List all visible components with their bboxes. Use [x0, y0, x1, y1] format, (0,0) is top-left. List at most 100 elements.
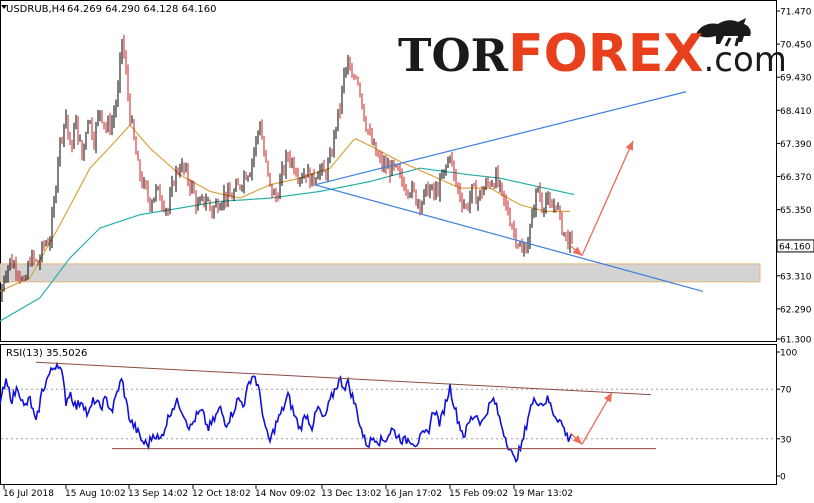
candle-body — [361, 93, 363, 105]
candle-body — [385, 161, 387, 169]
candle-body — [315, 178, 317, 182]
candle-body — [227, 188, 229, 202]
candle-body — [183, 163, 185, 171]
candle-body — [357, 77, 359, 85]
candle-body — [139, 160, 141, 177]
time-tick-label: 15 Feb 09:02 — [449, 489, 508, 499]
candle-body — [95, 124, 97, 147]
candle-body — [189, 182, 191, 190]
candle-body — [535, 191, 537, 212]
candle-body — [97, 114, 99, 125]
candle-body — [249, 174, 251, 177]
collapse-triangle-icon[interactable] — [1, 5, 7, 9]
candle-body — [433, 185, 435, 195]
candle-body — [21, 278, 23, 280]
candle-body — [217, 202, 219, 210]
candle-body — [253, 151, 255, 161]
candle-body — [275, 191, 277, 199]
candle-body — [155, 187, 157, 198]
candle-body — [353, 77, 355, 78]
candle-body — [89, 120, 91, 122]
candle-body — [379, 155, 381, 157]
candle-body — [483, 188, 485, 195]
candle-body — [129, 96, 131, 123]
candle-body — [7, 267, 9, 278]
candle-body — [415, 190, 417, 205]
candle-body — [363, 104, 365, 121]
candle-body — [399, 169, 401, 173]
price-tick-label: 65.350 — [780, 206, 812, 216]
candle-body — [509, 213, 511, 225]
candle-body — [365, 120, 367, 130]
candle-body — [565, 232, 567, 235]
candle-body — [185, 167, 187, 171]
candle-body — [11, 258, 13, 268]
candle-body — [271, 183, 273, 195]
price-tick-label: 70.450 — [780, 41, 812, 51]
candle-body — [193, 184, 195, 193]
candle-body — [375, 142, 377, 156]
candle-body — [321, 165, 323, 170]
candle-body — [105, 124, 107, 130]
candle-body — [517, 244, 519, 246]
candle-body — [501, 183, 503, 192]
candle-body — [465, 205, 467, 207]
candle-body — [15, 263, 17, 274]
candle-body — [453, 161, 455, 175]
candle-body — [439, 177, 441, 195]
candle-body — [355, 77, 357, 79]
candle-body — [81, 140, 83, 159]
candle-body — [557, 206, 559, 209]
candle-body — [45, 243, 47, 245]
time-tick-label: 14 Nov 09:02 — [255, 489, 316, 499]
candle-body — [311, 173, 313, 187]
candle-body — [93, 137, 95, 147]
rsi-panel-frame — [0, 344, 777, 485]
candle-body — [435, 187, 437, 195]
candle-body — [327, 161, 329, 177]
candle-body — [3, 278, 5, 288]
time-tick-label: 16 Jan 17:02 — [385, 489, 442, 499]
torforex-logo: TORFOREX.com — [398, 18, 787, 84]
candle-body — [351, 70, 353, 77]
candle-body — [325, 172, 327, 177]
rsi-trendline — [35, 361, 652, 396]
candle-body — [341, 87, 343, 112]
price-tick-label: 67.390 — [780, 140, 812, 150]
candle-body — [141, 176, 143, 186]
candle-body — [201, 196, 203, 200]
candle-body — [349, 61, 351, 71]
candle-body — [371, 132, 373, 144]
candle-body — [65, 115, 67, 125]
candle-body — [49, 241, 51, 245]
candle-body — [149, 198, 151, 209]
candle-body — [431, 185, 433, 190]
candle-body — [305, 174, 307, 178]
logo-com: .com — [703, 40, 786, 80]
candle-body — [127, 71, 129, 96]
time-tick-label: 13 Dec 13:02 — [321, 489, 382, 499]
price-tick-label: 63.310 — [780, 272, 812, 282]
candle-body — [421, 203, 423, 209]
logo-forex: FOREX — [508, 24, 703, 84]
candle-body — [163, 204, 165, 211]
candle-body — [293, 160, 295, 172]
candle-body — [323, 165, 325, 172]
candle-body — [497, 170, 499, 186]
time-tick-label: 12 Oct 18:02 — [192, 489, 251, 499]
candle-body — [225, 191, 227, 202]
candle-body — [383, 161, 385, 168]
candle-body — [67, 115, 69, 134]
candle-body — [503, 191, 505, 200]
candle-body — [541, 197, 543, 211]
candle-body — [113, 112, 115, 122]
candle-body — [115, 103, 117, 113]
rsi-tick-label: 70 — [780, 386, 792, 396]
candle-body — [77, 116, 79, 141]
moving-average-fast — [0, 124, 570, 292]
candle-body — [123, 39, 125, 56]
candle-body — [507, 204, 509, 214]
candle-body — [553, 205, 555, 208]
candle-body — [511, 224, 513, 228]
candle-body — [445, 166, 447, 170]
